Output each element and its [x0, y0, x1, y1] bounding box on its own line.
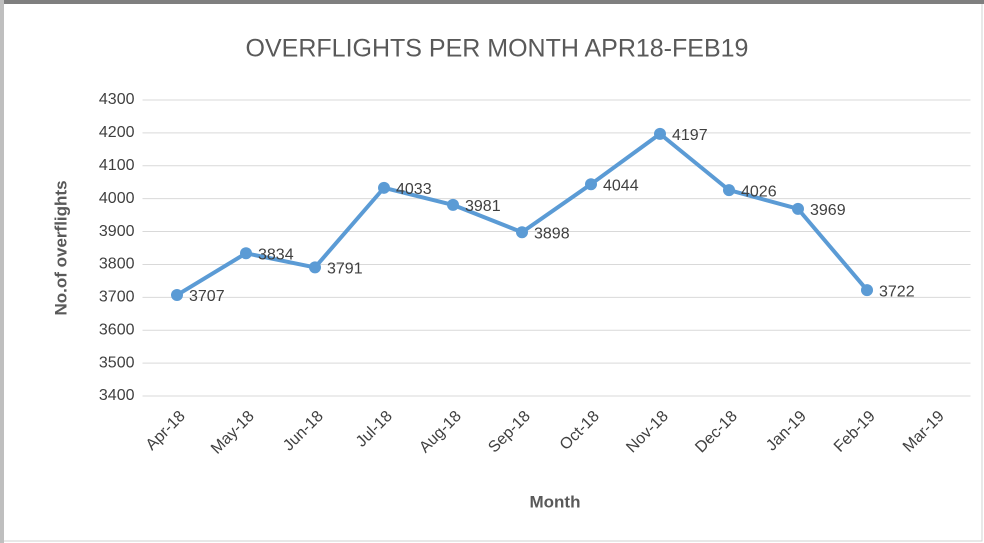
- y-tick-label: 4000: [99, 190, 135, 207]
- x-axis-label: Month: [530, 492, 581, 511]
- marker: [792, 202, 804, 215]
- y-tick-label: 3800: [99, 256, 135, 273]
- marker: [447, 198, 459, 211]
- data-label: 4044: [603, 177, 639, 194]
- marker: [309, 261, 321, 274]
- y-tick-label: 4300: [99, 91, 135, 108]
- data-label: 3898: [534, 225, 570, 242]
- y-tick-label: 4200: [99, 124, 135, 141]
- marker: [723, 184, 735, 197]
- data-label: 4033: [396, 181, 432, 198]
- y-axis-label: No.of overflights: [51, 180, 70, 315]
- chart-title: OVERFLIGHTS PER MONTH APR18-FEB19: [246, 35, 749, 63]
- frame-left: [0, 0, 4, 543]
- marker: [516, 226, 528, 239]
- data-label: 3834: [258, 246, 294, 263]
- marker: [378, 181, 390, 194]
- y-tick-label: 3600: [99, 321, 135, 338]
- marker: [171, 289, 183, 302]
- data-label: 3981: [465, 198, 501, 215]
- data-label: 4026: [741, 183, 777, 200]
- data-label: 4197: [672, 127, 708, 144]
- y-tick-label: 4100: [99, 157, 135, 174]
- y-tick-label: 3700: [99, 289, 135, 306]
- data-label: 3707: [189, 288, 225, 305]
- data-label: 3791: [327, 261, 363, 278]
- marker: [585, 178, 597, 191]
- y-tick-label: 3900: [99, 223, 135, 240]
- data-label: 3722: [879, 283, 915, 300]
- frame-top: [0, 0, 984, 4]
- y-tick-label: 3500: [99, 354, 135, 371]
- marker: [240, 247, 252, 260]
- marker: [654, 127, 666, 140]
- marker: [861, 284, 873, 297]
- data-label: 3969: [810, 202, 846, 219]
- y-tick-label: 3400: [99, 387, 135, 404]
